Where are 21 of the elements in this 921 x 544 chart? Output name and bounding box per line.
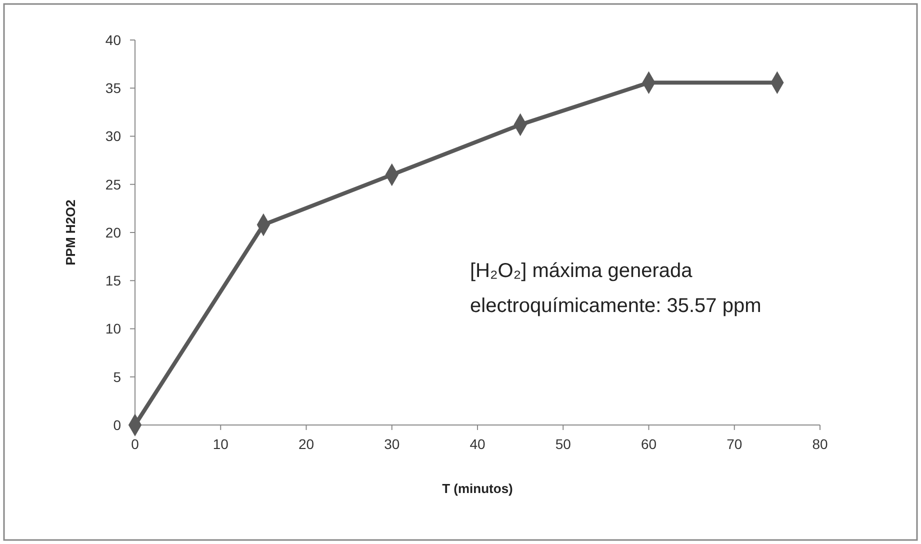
y-tick-label: 5	[113, 368, 122, 385]
y-tick-label: 40	[105, 32, 122, 48]
y-axis-title: PPM H2O2	[63, 200, 78, 266]
y-tick-label: 0	[113, 416, 122, 433]
y-tick-label: 35	[105, 80, 122, 96]
x-tick-label: 40	[470, 436, 486, 452]
y-tick-label: 25	[105, 176, 122, 192]
x-tick-label: 0	[131, 436, 140, 452]
x-tick-label: 50	[555, 436, 572, 452]
x-axis-title: T (minutos)	[442, 481, 513, 496]
y-tick-label: 20	[105, 224, 122, 240]
x-tick-label: 60	[640, 436, 657, 452]
x-tick-label: 70	[726, 436, 742, 452]
x-tick-label: 80	[812, 436, 828, 452]
y-tick-label: 30	[105, 128, 122, 144]
annotation: [H₂O₂] máxima generada electroquímicamente: 35.57 ppm	[470, 260, 762, 317]
x-tick-label: 10	[212, 436, 229, 452]
y-tick-label: 10	[105, 320, 122, 337]
x-tick-label: 20	[298, 436, 314, 452]
y-tick-label: 15	[105, 272, 122, 289]
x-tick-label: 30	[384, 436, 400, 452]
